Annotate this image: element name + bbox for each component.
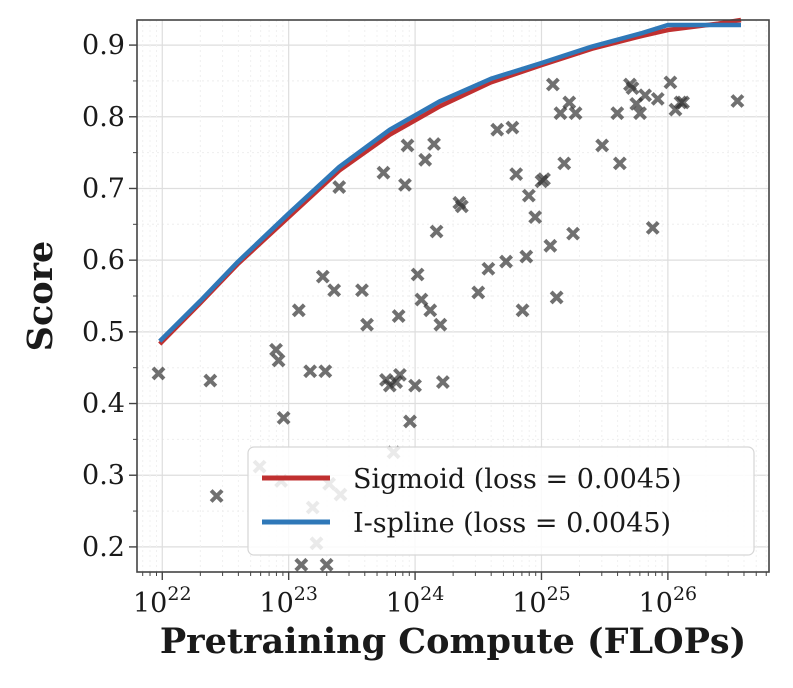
y-tick-label: 0.6 [82,245,125,276]
scatter-point [429,224,444,239]
scatter-point [203,373,218,388]
y-tick-label: 0.3 [82,460,125,491]
scatter-point [568,106,583,121]
scatter-point [528,210,543,225]
scatter-point [209,489,224,503]
scatter-point [327,283,342,298]
scatter-point [509,167,524,182]
legend: Sigmoid (loss = 0.0045) I-spline (loss =… [247,446,755,556]
x-tick-label: 1026 [639,583,698,619]
scatter-point [303,364,318,379]
scatter-point [490,122,505,137]
scatter-point [454,199,469,214]
x-tick-label: 1022 [133,583,192,619]
scatter-point [566,226,580,241]
scatter-point [663,75,678,90]
x-tick-label: 1025 [512,583,571,619]
axis-ticks: 0.2 0.3 0.4 0.5 0.6 0.7 0.8 0.9 1022 1023 1024 1025… [82,30,767,619]
scatter-point [625,81,640,96]
scatter-point [481,261,496,276]
scatter-point [403,414,417,429]
scatter-point [553,106,568,121]
scatter-point [433,317,448,332]
scatter-point [471,285,486,300]
scatter-point [543,238,558,253]
scatter-point [318,364,333,379]
scatter-point [408,378,422,393]
scatter-point [519,249,534,264]
x-tick-label: 1024 [386,583,445,619]
ispline-curve [158,22,741,343]
scatter-point [505,120,520,135]
scatter-point [499,254,514,269]
data-points [151,75,745,572]
scatter-point [392,367,407,382]
scatter-point [730,94,745,108]
scatter-point [398,177,412,192]
scatter-point [355,283,369,298]
scatter-point [389,375,404,389]
scatter-point [391,309,406,323]
y-axis-title: Score [20,241,61,352]
scatter-point [638,88,653,103]
scatter-point [515,303,530,318]
y-tick-label: 0.5 [82,317,125,348]
scatter-point [610,106,625,121]
scatter-point [360,317,374,332]
scatter-point [269,342,283,357]
scatter-point [410,267,425,282]
scatter-point [650,91,665,106]
scatter-point [376,165,391,180]
scatter-point [435,375,450,389]
scatter-point [271,353,286,368]
x-tick-label: 1023 [259,583,318,619]
scatter-point [557,156,572,171]
scatter-point [418,152,433,167]
scatter-point [400,138,415,153]
scatter-point [645,220,660,235]
x-axis-title: Pretraining Compute (FLOPs) [160,621,746,662]
scatter-point [545,77,560,92]
scatter-point [332,180,347,194]
scatter-point [673,95,688,110]
y-tick-label: 0.8 [82,102,125,133]
legend-label-sigmoid: Sigmoid (loss = 0.0045) [353,464,682,495]
y-tick-label: 0.7 [82,173,125,204]
y-tick-label: 0.2 [82,532,125,563]
scatter-point [521,188,536,203]
scatter-point [291,303,306,318]
scatter-point [319,557,334,572]
scatter-point [549,290,564,305]
scatter-point [276,410,291,425]
scatter-point [294,557,309,572]
scatter-point [537,172,551,187]
scatter-point [427,137,441,151]
legend-label-ispline: I-spline (loss = 0.0045) [353,508,671,539]
fit-curves [158,17,742,346]
scatter-point [414,292,429,307]
scatter-point [595,138,610,153]
y-tick-label: 0.9 [82,30,125,61]
legend-box [247,446,755,556]
scatter-point [633,106,647,121]
y-tick-label: 0.4 [82,389,125,420]
scatter-point [423,303,438,318]
sigmoid-curve [158,17,742,346]
scatter-point [562,95,577,110]
scatter-point [151,366,166,381]
scatter-point [315,269,330,284]
scatter-point [612,156,627,171]
